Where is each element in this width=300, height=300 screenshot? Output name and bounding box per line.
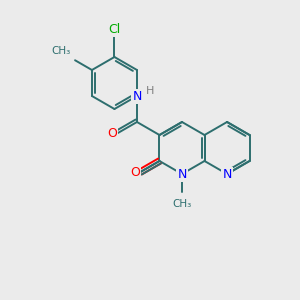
Text: CH₃: CH₃ bbox=[52, 46, 71, 56]
Text: N: N bbox=[177, 167, 187, 181]
Text: Cl: Cl bbox=[108, 23, 121, 36]
Text: H: H bbox=[146, 86, 154, 96]
Text: N: N bbox=[132, 89, 142, 103]
Text: CH₃: CH₃ bbox=[172, 199, 192, 209]
Text: O: O bbox=[130, 166, 140, 178]
Text: N: N bbox=[222, 167, 232, 181]
Text: O: O bbox=[107, 127, 117, 140]
